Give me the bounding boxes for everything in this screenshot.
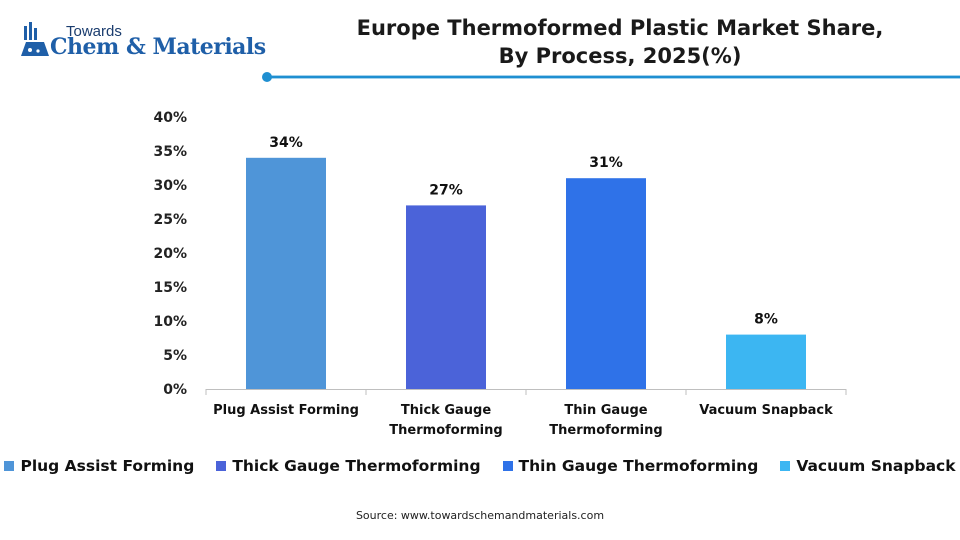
- bar-4: [726, 334, 806, 389]
- chart-title-line2: By Process, 2025(%): [498, 44, 742, 68]
- legend-item: Thick Gauge Thermoforming: [216, 457, 481, 475]
- brand-line2: Chem & Materials: [50, 34, 266, 60]
- chart-title: Europe Thermoformed Plastic Market Share…: [300, 14, 940, 70]
- chart-legend: Plug Assist Forming Thick Gauge Thermofor…: [0, 454, 960, 478]
- x-tick-label: Thermoforming: [389, 423, 502, 438]
- legend-label: Plug Assist Forming: [20, 457, 195, 475]
- x-tick-label: Thin Gauge: [564, 403, 647, 418]
- brand-logo: Towards Chem & Materials: [14, 10, 266, 66]
- legend-item: Thin Gauge Thermoforming: [502, 457, 759, 475]
- y-tick-label: 15%: [153, 280, 187, 296]
- data-label: 34%: [269, 135, 303, 151]
- y-tick-label: 10%: [153, 314, 187, 330]
- legend-swatch: [780, 461, 791, 471]
- data-label: 31%: [589, 155, 623, 171]
- bar-2: [406, 205, 486, 389]
- y-tick-label: 40%: [153, 110, 187, 126]
- legend-swatch: [216, 461, 227, 471]
- header-divider: [262, 72, 960, 82]
- bar-chart: 0% 5% 10% 15% 20% 25% 30% 35% 40% 34% Plug Assist …: [153, 110, 847, 438]
- chart-title-line1: Europe Thermoformed Plastic Market Share…: [356, 16, 884, 40]
- x-tick-label: Thick Gauge: [401, 403, 491, 418]
- legend-label: Thin Gauge Thermoforming: [518, 457, 759, 475]
- legend-item: Vacuum Snapback: [780, 457, 956, 475]
- legend-swatch: [502, 461, 513, 471]
- data-label: 8%: [754, 312, 778, 328]
- legend-swatch: [4, 461, 15, 471]
- x-tick-label: Thermoforming: [549, 423, 662, 438]
- y-tick-label: 25%: [153, 212, 187, 228]
- y-tick-label: 35%: [153, 144, 187, 160]
- source-note: Source: www.towardschemandmaterials.com: [355, 509, 605, 522]
- y-tick-label: 30%: [153, 178, 187, 194]
- y-tick-label: 5%: [163, 348, 187, 364]
- legend-item: Plug Assist Forming: [4, 457, 194, 475]
- legend-label: Thick Gauge Thermoforming: [232, 457, 481, 475]
- y-tick-label: 0%: [163, 382, 187, 398]
- x-tick-label: Vacuum Snapback: [699, 403, 833, 418]
- y-tick-label: 20%: [153, 246, 187, 262]
- bar-3: [566, 178, 646, 389]
- flask-icon: [21, 22, 49, 56]
- data-label: 27%: [429, 182, 463, 198]
- brand-line1: Towards: [66, 23, 122, 40]
- legend-label: Vacuum Snapback: [796, 457, 956, 475]
- bar-1: [246, 157, 326, 389]
- x-tick-label: Plug Assist Forming: [213, 403, 359, 418]
